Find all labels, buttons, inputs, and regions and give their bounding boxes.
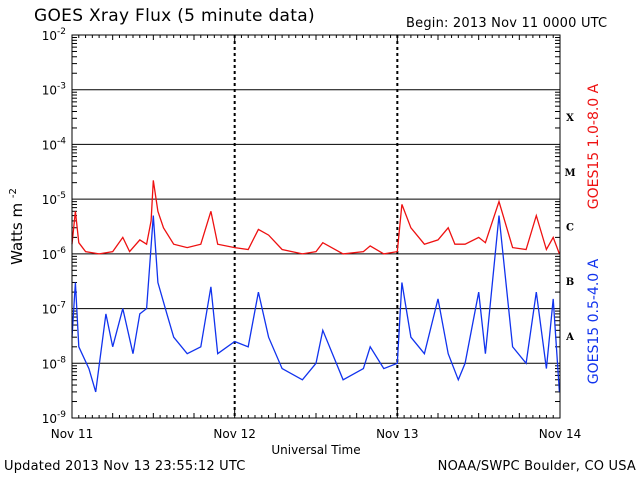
y-axis-label: Watts m -2 (8, 188, 26, 265)
credit-line: NOAA/SWPC Boulder, CO USA (437, 459, 636, 474)
y-tick-label: 10-3 (42, 82, 66, 98)
x-tick-label: Nov 13 (376, 427, 419, 441)
series-line-short (71, 215, 561, 393)
chart-title: GOES Xray Flux (5 minute data) (34, 6, 315, 26)
series-label: GOES15 1.0-8.0 A (586, 83, 602, 209)
begin-time: Begin: 2013 Nov 11 0000 UTC (406, 16, 608, 31)
flare-class-label: C (566, 223, 574, 234)
series-label: GOES15 0.5-4.0 A (586, 258, 602, 384)
x-axis-label: Universal Time (271, 443, 360, 457)
flare-class-label: B (566, 277, 574, 288)
x-tick-label: Nov 14 (539, 427, 582, 441)
x-tick-label: Nov 11 (51, 427, 94, 441)
y-tick-label: 10-2 (42, 27, 66, 43)
y-tick-label: 10-4 (42, 136, 67, 152)
flare-class-label: M (564, 168, 575, 179)
flare-class-label: X (566, 113, 574, 124)
y-tick-label: 10-5 (42, 191, 66, 207)
updated-timestamp: Updated 2013 Nov 13 23:55:12 UTC (4, 459, 246, 474)
plot-frame (71, 34, 561, 419)
series-line-long (71, 180, 561, 255)
y-tick-label: 10-8 (42, 355, 67, 371)
y-tick-label: 10-6 (42, 246, 67, 262)
y-tick-label: 10-9 (42, 410, 67, 426)
x-tick-label: Nov 12 (213, 427, 256, 441)
flare-class-label: A (565, 332, 574, 343)
y-tick-label: 10-7 (42, 301, 66, 317)
